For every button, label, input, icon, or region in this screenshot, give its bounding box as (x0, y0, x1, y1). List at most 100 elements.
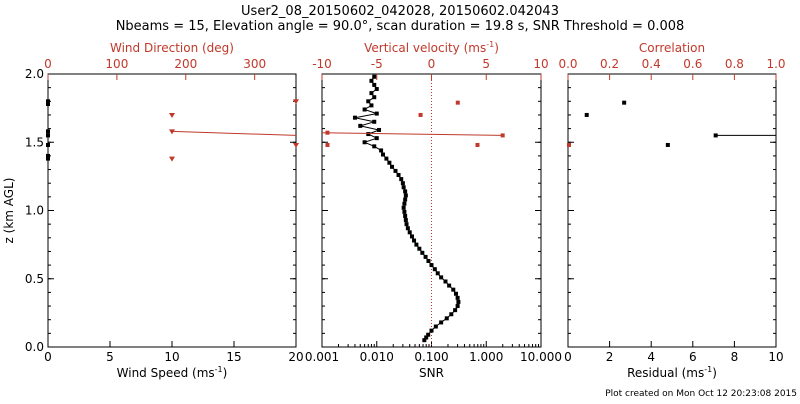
y-tick-label: 2.0 (25, 67, 44, 81)
x-axis-label-end: ) (223, 366, 228, 380)
snr-point (403, 213, 408, 218)
snr-point (374, 111, 379, 116)
top-label-text: Vertical velocity (ms (364, 41, 486, 55)
snr-point (417, 246, 422, 251)
snr-profile-line (354, 76, 459, 341)
panel-2-xtick-label: 0.100 (414, 350, 448, 364)
snr-point (414, 242, 419, 247)
x-axis-label-sup: -1 (215, 365, 223, 374)
residual-point (713, 133, 718, 138)
snr-point (447, 283, 452, 288)
panel-3-xtick-label: 10 (768, 350, 783, 364)
snr-point (372, 82, 377, 87)
snr-point (399, 177, 404, 182)
panel-2-top-tick-label: 10 (533, 57, 548, 71)
snr-point (412, 238, 417, 243)
panel-1-xtick-label: 15 (226, 350, 241, 364)
wind-direction-line (171, 130, 297, 136)
snr-point (455, 304, 460, 309)
panel-1-xtick-label: 0 (44, 350, 52, 364)
figure-title-line2: Nbeams = 15, Elevation angle = 90.0°, sc… (116, 19, 685, 34)
panel-2-frame (321, 73, 542, 348)
snr-point (362, 107, 367, 112)
wind-speed-point (46, 133, 50, 138)
snr-point (400, 181, 405, 186)
panel-3-xtick-label: 6 (689, 350, 697, 364)
y-tick-label: 0.0 (25, 340, 44, 354)
snr-point (405, 226, 410, 231)
panel-1-top-tick-label: 0 (44, 57, 52, 71)
snr-point (429, 263, 434, 268)
wind-direction-point (293, 99, 299, 105)
snr-point (366, 99, 371, 104)
wind-direction-point (169, 156, 175, 162)
panel-1-top-tick-label: 300 (243, 57, 266, 71)
panel-1-xtick-label: 20 (288, 350, 303, 364)
y-axis-label: z (km AGL) (2, 178, 16, 244)
snr-point (372, 74, 377, 79)
snr-point (449, 312, 454, 317)
top-axis-label-vertical-velocity: Vertical velocity (ms-1) (364, 40, 499, 55)
snr-point (403, 218, 408, 223)
vertical-velocity-point (455, 100, 460, 105)
vertical-velocity-line (321, 132, 503, 136)
y-tick-label: 0.5 (25, 272, 44, 286)
wind-direction-point (169, 112, 175, 118)
snr-point (401, 205, 406, 210)
residual-point (584, 112, 589, 117)
snr-point (369, 91, 374, 96)
panel-2-top-tick-label: 5 (482, 57, 490, 71)
panel-3-top-tick-label: 0.2 (600, 57, 619, 71)
snr-point (402, 209, 407, 214)
snr-point (374, 87, 379, 92)
snr-point (393, 168, 398, 173)
panel-3-xtick-label: 2 (606, 350, 614, 364)
snr-point (456, 299, 461, 304)
snr-point (358, 123, 363, 128)
snr-point (444, 316, 449, 321)
panel-2-top-tick-label: -5 (371, 57, 383, 71)
snr-point (426, 259, 431, 264)
snr-point (424, 335, 429, 340)
snr-point (372, 144, 377, 149)
snr-point (369, 78, 374, 83)
correlation-point (567, 142, 571, 147)
panel-1-xtick-label: 5 (106, 350, 114, 364)
snr-point (379, 148, 384, 153)
x-axis-label-end: ) (712, 366, 717, 380)
snr-point (433, 324, 438, 329)
snr-point (423, 254, 428, 259)
residual-point (665, 142, 670, 147)
snr-point (426, 332, 431, 337)
top-label-sup: -1 (486, 40, 494, 49)
wind-speed-point (46, 142, 50, 147)
wind-direction-point (293, 142, 299, 148)
top-label-end: ) (494, 41, 499, 55)
panel-3-xtick-label: 0 (564, 350, 572, 364)
panel-3-top-tick-label: 1.0 (766, 57, 785, 71)
panel-2-top-tick-label: 0 (428, 57, 436, 71)
panel-3-top-tick-label: 0.0 (558, 57, 577, 71)
snr-point (435, 271, 440, 276)
snr-point (403, 197, 408, 202)
snr-point (451, 287, 456, 292)
snr-point (377, 127, 382, 132)
panel-3-xtick-label: 8 (731, 350, 739, 364)
x-axis-label-text: Wind Speed (ms (117, 366, 215, 380)
wind-speed-point (46, 129, 50, 134)
top-axis-label-wind-direction: Wind Direction (deg) (110, 41, 234, 55)
vertical-velocity-point (325, 130, 330, 135)
panel-2-xtick-label: 0.010 (360, 350, 394, 364)
vertical-velocity-point (475, 142, 480, 147)
snr-point (407, 230, 412, 235)
panel-3-top-tick-label: 0.8 (725, 57, 744, 71)
y-tick-label: 1.0 (25, 204, 44, 218)
snr-point (453, 308, 458, 313)
snr-point (443, 279, 448, 284)
snr-point (455, 295, 460, 300)
panel-3-top-tick-label: 0.6 (683, 57, 702, 71)
snr-point (420, 250, 425, 255)
residual-point (622, 100, 627, 105)
snr-point (432, 267, 437, 272)
snr-point (396, 173, 401, 178)
